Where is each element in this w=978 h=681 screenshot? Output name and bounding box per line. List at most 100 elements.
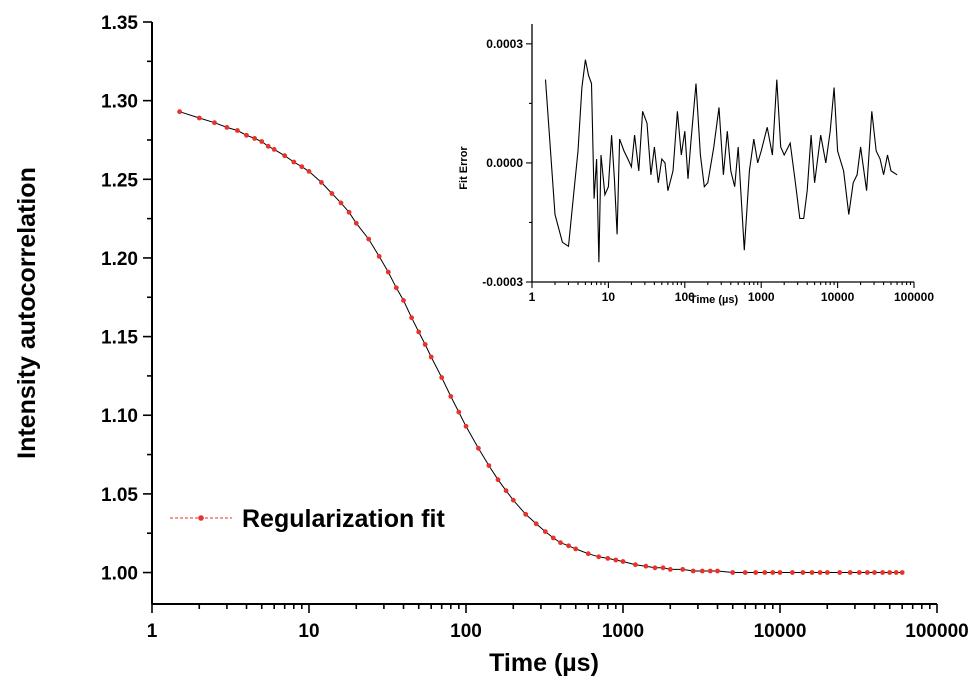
inset-x-tick-label: 1 bbox=[529, 290, 536, 304]
inset-x-tick-label: 10000 bbox=[821, 290, 855, 304]
main-data-point bbox=[893, 570, 899, 575]
main-series-line bbox=[179, 111, 903, 573]
main-data-point bbox=[585, 551, 591, 557]
main-y-axis-title: Intensity autocorrelation bbox=[13, 167, 41, 459]
main-data-point bbox=[393, 285, 399, 291]
main-data-point bbox=[196, 115, 202, 121]
main-data-point bbox=[667, 567, 673, 572]
main-axis-ticks: 1 10 100 1000 10000 100000 1.00 1.05 1.10 1.15 1.2… bbox=[101, 13, 969, 642]
main-data-point bbox=[346, 209, 352, 215]
main-data-point bbox=[680, 567, 686, 572]
main-y-tick-label: 1.25 bbox=[101, 170, 138, 191]
main-data-point bbox=[596, 554, 602, 560]
inset-x-tick-label: 1000 bbox=[748, 290, 775, 304]
inset-chart: 1 10 100 1000 10000 100000 -0.0003 0.0000 0.0003… bbox=[458, 24, 934, 306]
main-data-point bbox=[428, 354, 434, 360]
main-data-point bbox=[899, 570, 905, 575]
main-data-point bbox=[177, 109, 183, 115]
main-chart: 1 10 100 1000 10000 100000 1.00 1.05 1.10 1.15 1.2… bbox=[13, 13, 969, 677]
main-data-point bbox=[550, 535, 556, 541]
main-data-point bbox=[353, 220, 359, 226]
main-y-tick-label: 1.20 bbox=[101, 249, 138, 270]
main-data-point bbox=[456, 409, 462, 415]
main-data-point bbox=[439, 375, 445, 380]
main-data-point bbox=[265, 143, 271, 149]
main-data-point bbox=[856, 570, 862, 575]
main-x-tick-label: 100 bbox=[450, 621, 482, 642]
main-data-point bbox=[643, 563, 649, 569]
main-data-point bbox=[817, 570, 823, 575]
main-data-point bbox=[652, 565, 658, 571]
main-data-point bbox=[476, 445, 481, 451]
main-data-point bbox=[503, 488, 509, 494]
main-data-point bbox=[730, 570, 736, 575]
inset-x-tick-label: 100000 bbox=[894, 290, 934, 304]
main-data-point bbox=[244, 132, 249, 138]
main-data-point bbox=[613, 557, 619, 563]
main-data-point bbox=[824, 570, 830, 575]
inset-series-line bbox=[544, 59, 898, 263]
main-data-point bbox=[385, 269, 391, 275]
legend-label: Regularization fit bbox=[242, 505, 445, 533]
main-data-point bbox=[448, 394, 454, 399]
main-x-tick-label: 1 bbox=[147, 621, 158, 642]
main-y-tick-label: 1.30 bbox=[101, 92, 138, 113]
inset-axis-ticks: 1 10 100 1000 10000 100000 -0.0003 0.0000 0.0003 bbox=[482, 37, 934, 304]
inset-x-tick-label: 10 bbox=[602, 290, 616, 304]
main-data-point bbox=[762, 570, 768, 575]
main-data-point bbox=[660, 565, 666, 571]
main-data-point bbox=[338, 200, 344, 206]
main-y-tick-label: 1.00 bbox=[101, 564, 138, 585]
main-data-point bbox=[510, 497, 516, 503]
main-x-tick-label: 1000 bbox=[602, 621, 644, 642]
main-data-point bbox=[401, 298, 406, 303]
main-data-point bbox=[366, 236, 372, 242]
main-data-point bbox=[319, 180, 324, 185]
legend: Regularization fit bbox=[170, 505, 445, 533]
main-data-point bbox=[306, 169, 312, 174]
main-data-point bbox=[409, 315, 414, 321]
main-x-tick-label: 100000 bbox=[905, 621, 968, 642]
main-data-point bbox=[235, 128, 240, 133]
main-x-tick-label: 10000 bbox=[754, 621, 807, 642]
main-data-point bbox=[800, 570, 806, 575]
main-data-point bbox=[699, 568, 705, 574]
main-y-tick-label: 1.35 bbox=[101, 13, 138, 34]
main-data-point bbox=[707, 568, 713, 574]
main-data-point bbox=[252, 136, 257, 141]
inset-y-tick-label: -0.0003 bbox=[482, 275, 523, 289]
main-data-point bbox=[558, 540, 563, 546]
main-data-point bbox=[872, 570, 877, 575]
main-data-point bbox=[486, 463, 492, 468]
main-data-point bbox=[573, 546, 579, 552]
main-data-point bbox=[495, 477, 501, 483]
main-data-point bbox=[620, 559, 626, 564]
main-data-point bbox=[770, 570, 776, 575]
main-data-point bbox=[605, 556, 611, 561]
main-y-tick-label: 1.05 bbox=[101, 485, 138, 506]
main-data-point bbox=[291, 159, 297, 165]
inset-y-tick-label: 0.0000 bbox=[486, 156, 523, 170]
main-y-tick-label: 1.10 bbox=[101, 406, 138, 427]
main-data-point bbox=[422, 342, 428, 347]
inset-x-tick-label: 100 bbox=[675, 290, 695, 304]
main-x-axis-title: Time (µs) bbox=[489, 649, 599, 677]
main-data-point bbox=[809, 570, 815, 575]
main-data-point bbox=[282, 153, 288, 159]
main-data-point bbox=[887, 570, 893, 575]
main-data-point bbox=[271, 147, 277, 152]
main-data-point bbox=[837, 570, 843, 575]
inset-y-tick-label: 0.0003 bbox=[486, 37, 523, 51]
main-data-point bbox=[463, 423, 469, 429]
main-data-point bbox=[259, 139, 265, 144]
main-series-points bbox=[177, 109, 905, 575]
main-data-point bbox=[633, 562, 638, 568]
main-data-point bbox=[777, 570, 783, 575]
main-data-point bbox=[742, 570, 748, 575]
main-data-point bbox=[533, 521, 539, 527]
main-data-point bbox=[212, 120, 217, 126]
main-data-point bbox=[864, 570, 870, 575]
main-data-point bbox=[416, 329, 422, 335]
main-data-point bbox=[224, 125, 230, 130]
